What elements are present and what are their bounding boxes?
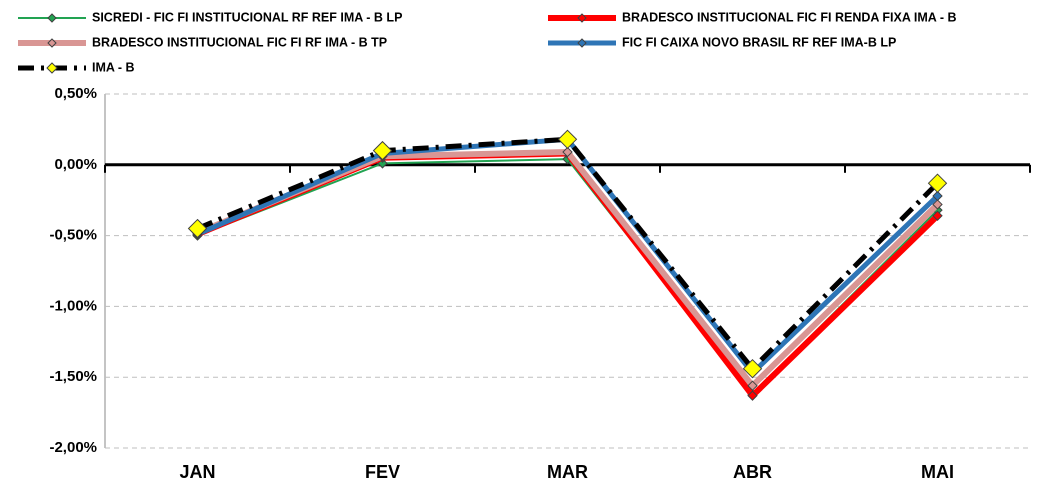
legend-marker xyxy=(46,62,58,74)
legend-marker xyxy=(577,38,587,48)
x-tick-label: ABR xyxy=(733,462,772,482)
series-line xyxy=(196,136,940,372)
series-line xyxy=(196,136,940,376)
legend-label: BRADESCO INSTITUCIONAL FIC FI RENDA FIXA… xyxy=(622,10,957,24)
point-marker xyxy=(372,140,393,161)
legend-label: IMA - B xyxy=(92,60,135,74)
legend-label: BRADESCO INSTITUCIONAL FIC FI RF IMA - B… xyxy=(92,35,387,49)
point-marker xyxy=(932,210,943,221)
x-tick-label: JAN xyxy=(179,462,215,482)
y-tick-label: 0,00% xyxy=(54,156,97,173)
series-line xyxy=(197,158,939,396)
point-marker xyxy=(747,390,758,401)
y-tick-label: -2,00% xyxy=(49,439,97,456)
point-marker xyxy=(932,199,943,210)
y-tick-label: -1,50% xyxy=(49,368,97,385)
y-tick-label: -0,50% xyxy=(49,227,97,244)
x-tick-label: MAR xyxy=(547,462,588,482)
point-marker xyxy=(932,190,943,202)
point-marker xyxy=(562,146,573,158)
point-marker xyxy=(747,380,758,391)
y-tick-label: -1,00% xyxy=(49,297,97,314)
legend-marker xyxy=(47,38,57,48)
x-tick-label: MAI xyxy=(921,462,954,482)
legend-marker xyxy=(47,13,57,23)
point-marker xyxy=(187,218,208,239)
y-tick-label: 0,50% xyxy=(54,85,97,102)
legend-marker xyxy=(577,13,587,23)
x-tick-label: FEV xyxy=(365,462,400,482)
legend-label: FIC FI CAIXA NOVO BRASIL RF REF IMA-B LP xyxy=(622,35,896,49)
point-marker xyxy=(927,173,948,193)
point-marker xyxy=(557,129,578,150)
legend-label: SICREDI - FIC FI INSTITUCIONAL RF REF IM… xyxy=(92,10,402,24)
point-marker xyxy=(742,358,763,379)
